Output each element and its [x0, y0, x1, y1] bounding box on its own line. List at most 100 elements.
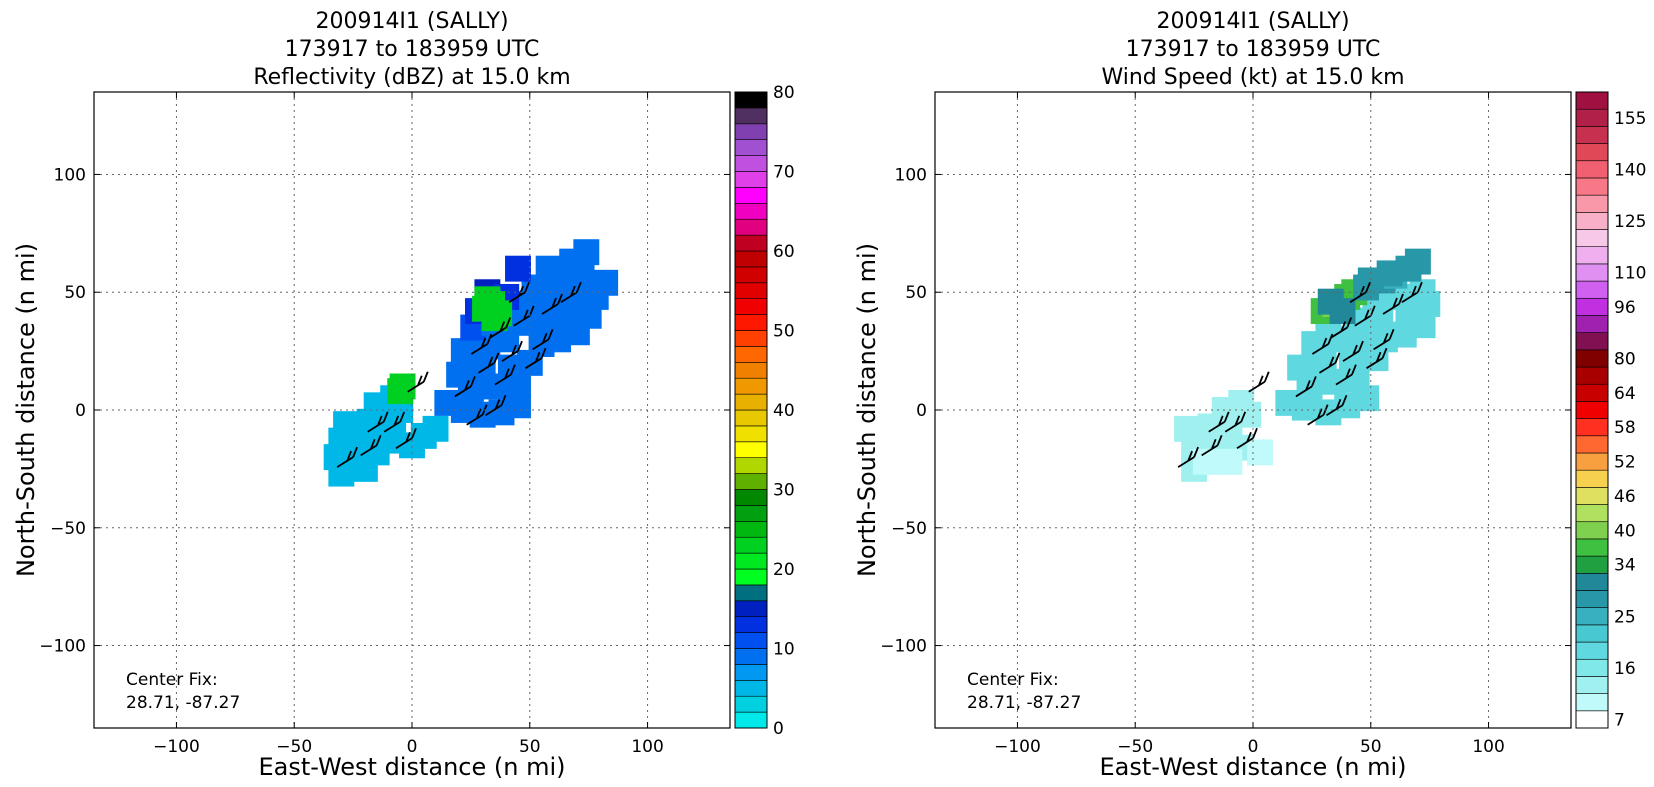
wind-barb — [1318, 352, 1341, 374]
colorbar-swatch — [734, 457, 768, 474]
wind-barb — [383, 411, 406, 433]
colorbar-swatch — [1575, 401, 1609, 419]
colorbar-swatch — [734, 155, 768, 172]
colorbar-swatch — [734, 250, 768, 268]
data-cell — [592, 269, 619, 296]
data-cell — [333, 411, 359, 438]
colorbar-swatch — [1575, 418, 1609, 437]
colorbar-tick-label: 30 — [773, 481, 795, 501]
wind-barb — [367, 411, 389, 433]
colorbar-tick-label: 46 — [1614, 487, 1636, 507]
colorbar-swatch — [1575, 263, 1609, 282]
colorbar-swatch — [1575, 315, 1609, 333]
wind-barb — [1373, 328, 1395, 351]
colorbar-swatch — [1575, 435, 1609, 454]
wind-barb — [513, 305, 535, 327]
chart-panel-2: 200914I1 (SALLY) 173917 to 183959 UTC Wind… — [853, 9, 1646, 781]
y-axis-label: North-South distance (n mi) — [853, 243, 881, 577]
wind-barb — [1326, 394, 1348, 417]
data-cell — [389, 373, 416, 400]
colorbar-swatch — [1575, 280, 1609, 299]
colorbar-swatch — [734, 314, 768, 331]
wind-barb — [489, 317, 512, 339]
wind-barb — [336, 446, 358, 468]
y-tick-label: 0 — [916, 401, 927, 421]
y-tick-label: 100 — [54, 165, 86, 185]
colorbar-tick-label: 7 — [1614, 710, 1625, 730]
wind-barb — [1177, 446, 1199, 468]
colorbar-swatch — [1575, 297, 1609, 316]
chart-title-line: 200914I1 (SALLY) — [315, 9, 508, 34]
colorbar-swatch — [1575, 641, 1609, 660]
colorbar-swatch — [1575, 452, 1609, 471]
colorbar-swatch — [734, 632, 768, 649]
colorbar-swatch — [1575, 177, 1609, 196]
data-cell — [474, 286, 501, 313]
x-tick-label: 100 — [631, 737, 663, 757]
y-axis-label: North-South distance (n mi) — [12, 243, 40, 577]
colorbar-swatch — [734, 282, 768, 299]
colorbar-swatch — [734, 505, 768, 522]
x-tick-label: 0 — [407, 737, 418, 757]
colorbar-swatch — [734, 679, 768, 697]
colorbar-tick-label: 20 — [773, 560, 795, 580]
colorbar-swatch — [1575, 572, 1609, 591]
colorbar-swatch — [1575, 693, 1609, 712]
x-tick-label: −100 — [153, 737, 200, 757]
colorbar-swatch — [1575, 504, 1609, 523]
data-cell — [573, 239, 600, 266]
colorbar-swatch — [734, 203, 768, 220]
colorbar-tick-label: 50 — [773, 322, 795, 342]
colorbar-swatch — [1575, 229, 1609, 248]
colorbar-tick-label: 40 — [773, 401, 795, 421]
wind-barb — [560, 281, 582, 303]
wind-barb — [1354, 305, 1376, 327]
colorbar-swatch — [734, 139, 768, 156]
colorbar-swatch — [1575, 676, 1609, 694]
colorbar-swatch — [734, 536, 768, 554]
chart-title-line: Reflectivity (dBZ) at 15.0 km — [253, 65, 570, 90]
colorbar-swatch — [1575, 108, 1609, 127]
chart-title-line: 173917 to 183959 UTC — [1126, 37, 1381, 62]
x-tick-label: −100 — [994, 737, 1041, 757]
colorbar-tick-label: 96 — [1614, 298, 1636, 318]
colorbar-swatch — [734, 377, 768, 395]
colorbar-swatch — [734, 107, 768, 125]
x-tick-label: 50 — [519, 737, 541, 757]
colorbar-swatch — [734, 393, 768, 411]
colorbar-swatch — [734, 489, 768, 506]
colorbar-swatch — [734, 711, 768, 729]
wind-barb — [407, 371, 429, 393]
x-tick-label: 50 — [1360, 737, 1382, 757]
colorbar-swatch — [734, 695, 768, 713]
chart-panel-1: 200914I1 (SALLY) 173917 to 183959 UTC Refl… — [12, 9, 795, 781]
colorbar-swatch — [734, 473, 768, 490]
y-tick-label: 0 — [75, 401, 86, 421]
wind-barb — [1201, 434, 1223, 457]
colorbar-swatch — [734, 218, 768, 236]
grid-lines — [935, 92, 1571, 728]
colorbar-frame — [734, 91, 768, 729]
center-fix-label: Center Fix: — [967, 670, 1059, 690]
wind-barb — [1366, 347, 1388, 369]
colorbar-swatch — [734, 234, 768, 252]
x-tick-label: 100 — [1472, 737, 1504, 757]
colorbar-swatch — [1575, 212, 1609, 230]
x-axis-label: East-West distance (n mi) — [1099, 753, 1406, 781]
wind-barb — [470, 333, 493, 355]
colorbar-swatch — [1575, 194, 1609, 213]
wind-barb — [1311, 333, 1334, 355]
colorbar-swatch — [1575, 624, 1609, 643]
colorbar-tick-label: 60 — [773, 242, 795, 262]
colorbar-swatch — [1575, 590, 1609, 608]
x-axis-label: East-West distance (n mi) — [258, 753, 565, 781]
colorbar-tick-label: 80 — [773, 83, 795, 103]
data-cell — [1287, 354, 1314, 381]
wind-barb — [1330, 317, 1353, 339]
y-tick-label: −100 — [880, 637, 927, 657]
colorbar-swatch — [734, 361, 768, 379]
colorbar-swatch — [734, 346, 768, 363]
data-cell — [1404, 248, 1431, 275]
colorbar-tick-label: 52 — [1614, 453, 1636, 473]
colorbar-swatch — [734, 187, 768, 204]
